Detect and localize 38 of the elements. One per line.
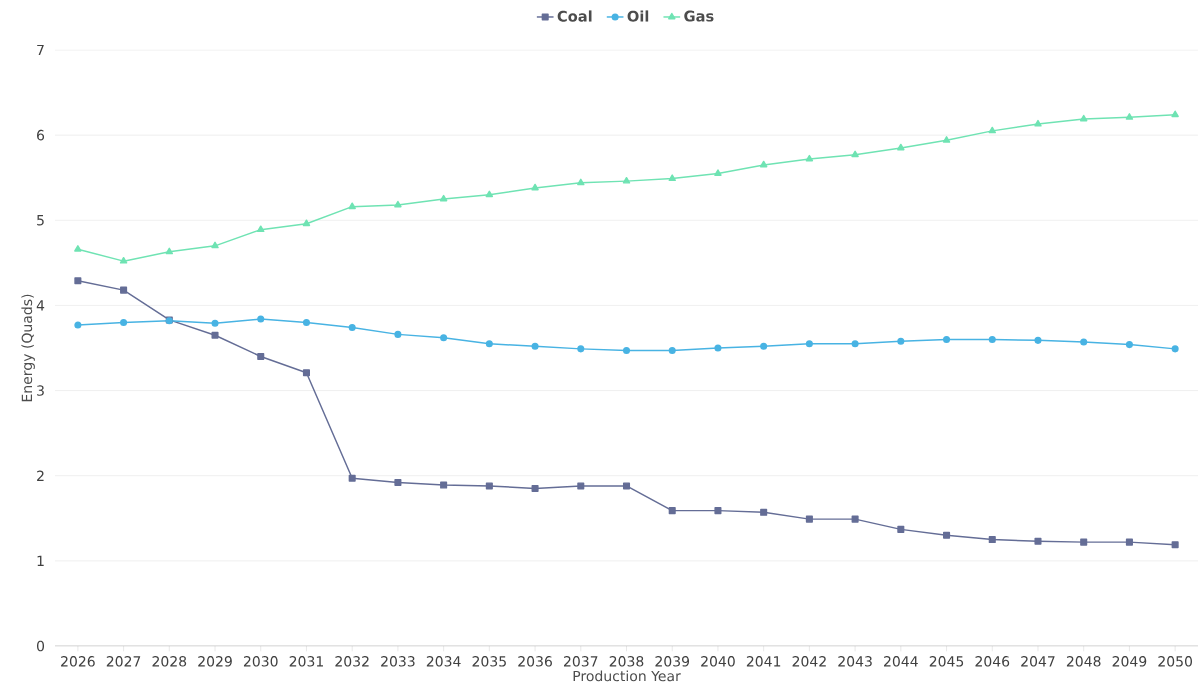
x-tick-label: 2033	[381, 656, 415, 667]
legend-label: Gas	[684, 10, 714, 22]
y-tick-label: 0	[36, 640, 45, 652]
x-tick-label: 2048	[1066, 656, 1101, 667]
x-tick-label: 2037	[564, 656, 598, 667]
x-tick-label: 2042	[792, 656, 826, 667]
x-tick-label: 2030	[243, 656, 278, 667]
x-tick-label: 2040	[701, 656, 735, 667]
x-axis-title: Production Year	[573, 670, 681, 682]
x-tick-label: 2038	[609, 656, 644, 667]
x-tick-label: 2044	[884, 656, 918, 667]
x-tick-label: 2049	[1112, 656, 1147, 667]
legend-label: Oil	[627, 10, 649, 22]
y-tick-label: 5	[37, 215, 44, 226]
x-tick-label: 2043	[838, 656, 872, 667]
y-tick-label: 1	[37, 555, 44, 566]
x-tick-label: 2046	[975, 656, 1010, 667]
x-tick-label: 2045	[929, 656, 964, 667]
x-tick-label: 2041	[746, 656, 781, 667]
x-tick-label: 2047	[1021, 656, 1055, 667]
y-tick-label: 2	[37, 470, 44, 481]
x-tick-label: 2028	[152, 656, 187, 667]
x-tick-label: 2029	[198, 656, 232, 667]
legend-label: Coal	[557, 10, 592, 22]
x-tick-label: 2035	[472, 656, 506, 667]
x-tick-label: 2032	[335, 656, 369, 667]
x-tick-label: 2031	[289, 656, 323, 667]
x-tick-label: 2027	[106, 656, 141, 667]
y-axis-title: Energy (Quads)	[21, 294, 35, 402]
y-tick-label: 4	[36, 300, 45, 311]
x-tick-label: 2036	[518, 656, 552, 667]
x-tick-label: 2039	[655, 656, 690, 667]
y-tick-label: 6	[37, 129, 45, 141]
x-tick-label: 2026	[61, 656, 95, 667]
x-tick-label: 2050	[1158, 656, 1193, 667]
y-tick-label: 7	[37, 44, 44, 56]
y-tick-label: 3	[37, 385, 44, 396]
x-tick-label: 2034	[426, 656, 461, 667]
